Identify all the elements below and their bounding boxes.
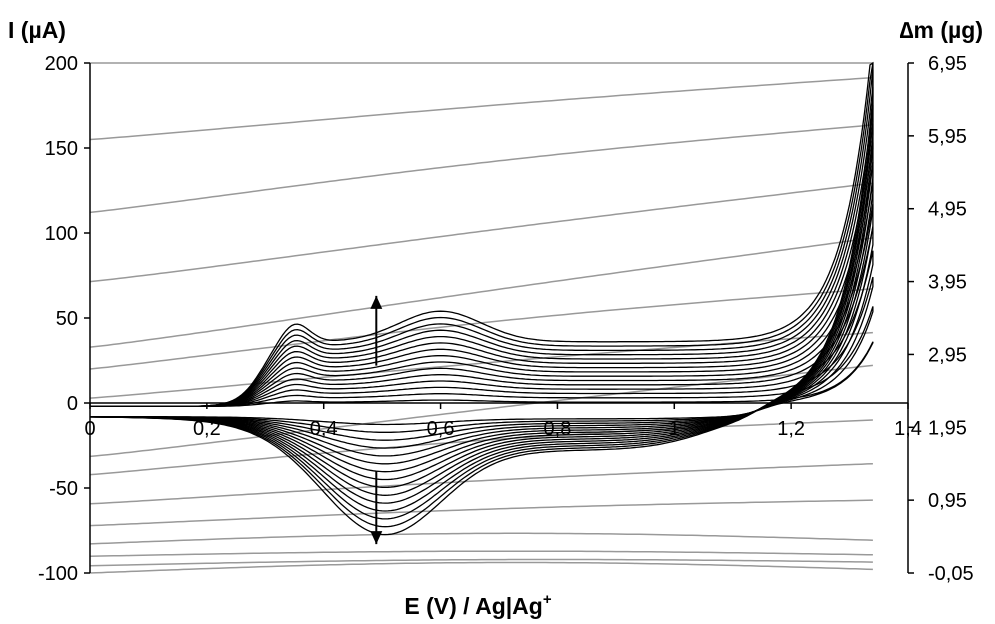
left-tick-label: 0 — [67, 393, 78, 415]
left-axis-title: I (µA) — [8, 17, 66, 43]
mass-curve-11 — [89, 237, 874, 348]
x-tick-label: 1,2 — [777, 418, 805, 440]
mass-curves — [89, 62, 874, 574]
mass-curve-14 — [89, 76, 873, 141]
current-cycle-3 — [90, 276, 874, 441]
right-tick-label: 2,95 — [928, 344, 967, 366]
right-tick-label: 5,95 — [928, 126, 967, 148]
current-cycle-5 — [90, 226, 874, 457]
x-tick-label: 1,4 — [894, 418, 922, 440]
mass-curve-12 — [89, 182, 873, 283]
x-tick-label: 0,8 — [544, 418, 572, 440]
current-cycle-1 — [90, 341, 874, 426]
x-axis-title: E (V) / Ag|Ag+ — [404, 591, 551, 619]
right-tick-label: 0,95 — [928, 490, 967, 512]
current-cycle-4 — [90, 250, 874, 449]
mass-curve-8 — [89, 364, 873, 458]
current-cycle-13 — [90, 69, 874, 520]
current-cycle-2 — [90, 306, 874, 433]
right-tick-label: -0,05 — [928, 563, 974, 585]
mass-curve-3 — [89, 550, 873, 557]
right-tick-label: 6,95 — [928, 53, 967, 75]
x-tick-label: 0 — [84, 418, 95, 440]
axes — [84, 62, 914, 574]
x-tick-label: 1 — [669, 418, 680, 440]
current-cycle-12 — [89, 87, 874, 512]
x-axis-title-main: E (V) / Ag|Ag — [404, 593, 542, 619]
x-axis-title-superscript: + — [543, 591, 552, 608]
right-axis-title: ∆m (µg) — [899, 17, 983, 43]
mass-curve-4 — [89, 532, 873, 545]
mass-curve-13 — [89, 124, 873, 214]
arrow-head-2 — [370, 531, 383, 545]
mass-curve-9 — [89, 331, 873, 399]
left-tick-label: -50 — [49, 478, 78, 500]
current-cycle-6 — [90, 203, 874, 465]
left-tick-label: 150 — [45, 138, 78, 160]
left-tick-label: 100 — [45, 223, 78, 245]
x-tick-label: 0,6 — [427, 418, 455, 440]
current-curves — [89, 61, 874, 545]
mass-curve-5 — [89, 499, 873, 527]
current-cycle-15 — [90, 61, 874, 536]
mass-curve-6 — [89, 462, 873, 505]
current-cycle-14 — [90, 62, 874, 528]
x-tick-label: 0,2 — [193, 418, 221, 440]
mass-curve-2 — [89, 558, 873, 567]
x-tick-label: 0,4 — [310, 418, 338, 440]
left-tick-label: -100 — [38, 563, 78, 585]
tick-labels: 200 150 100 50 0 -50 -100 6,95 5,95 4,95 3,95 2,95 1… — [38, 53, 974, 585]
right-tick-label: 3,95 — [928, 272, 967, 294]
mass-curve-1 — [89, 561, 873, 574]
left-tick-label: 50 — [56, 308, 78, 330]
right-tick-label: 1,95 — [928, 417, 967, 439]
right-tick-label: 4,95 — [928, 199, 967, 221]
arrow-head-1 — [370, 295, 383, 309]
mass-curve-7 — [89, 419, 873, 476]
left-tick-label: 200 — [45, 53, 78, 75]
